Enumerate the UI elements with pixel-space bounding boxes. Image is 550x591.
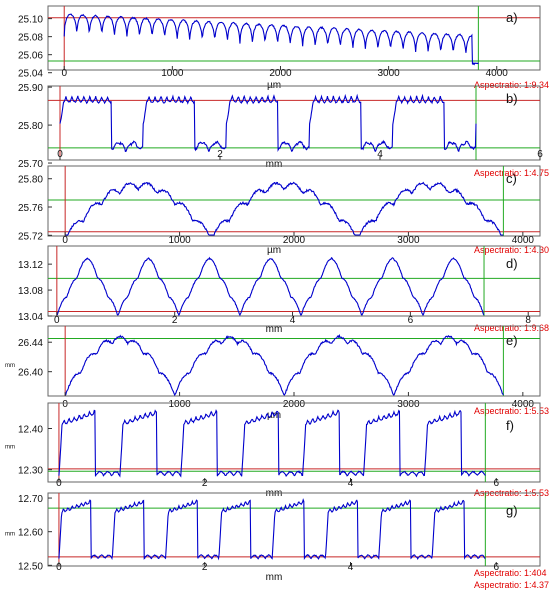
plot-frame bbox=[47, 85, 541, 161]
aspect-ratio-label: Aspectratio: 1:5.53 bbox=[474, 406, 549, 416]
y-tick-label: 12.50 bbox=[18, 561, 43, 572]
x-tick-label: 2 bbox=[217, 149, 223, 160]
panel-letter: e) bbox=[506, 333, 518, 348]
x-tick-label: 3000 bbox=[377, 68, 400, 79]
x-tick-label: 0 bbox=[54, 315, 60, 326]
x-tick-label: 0 bbox=[62, 399, 68, 410]
x-unit-label: µm bbox=[267, 245, 281, 256]
y-tick-label: 25.76 bbox=[18, 203, 43, 214]
plot-frame bbox=[47, 245, 541, 317]
plot-frame bbox=[47, 165, 541, 237]
y-tick-label: 25.90 bbox=[18, 83, 43, 94]
y-tick-label: 25.70 bbox=[18, 159, 43, 170]
x-tick-label: 3000 bbox=[397, 399, 420, 410]
x-tick-label: 4000 bbox=[512, 235, 535, 246]
x-tick-label: 0 bbox=[56, 478, 62, 489]
x-tick-label: 0 bbox=[57, 149, 63, 160]
y-tick-label: 12.70 bbox=[18, 494, 43, 505]
x-tick-label: 6 bbox=[493, 478, 499, 489]
y-tick-label: 13.12 bbox=[18, 260, 43, 271]
aspect-ratio-label: Aspectratio: 1:9.34 bbox=[474, 80, 549, 90]
panel-letter: f) bbox=[506, 418, 514, 433]
profile-trace bbox=[63, 13, 479, 66]
panel-letter: b) bbox=[506, 91, 518, 106]
x-tick-label: 0 bbox=[62, 235, 68, 246]
y-tick-label: 25.80 bbox=[18, 175, 43, 186]
x-tick-label: 2000 bbox=[269, 68, 292, 79]
y-unit-label: mm bbox=[5, 532, 15, 538]
panel-letter: g) bbox=[506, 503, 518, 518]
panel-a: 0 1000 2000 3000 400025.0425.0625.0825.10µma… bbox=[18, 5, 549, 91]
x-tick-label: 6 bbox=[408, 315, 414, 326]
profile-trace bbox=[65, 181, 504, 236]
x-tick-label: 0 bbox=[56, 562, 62, 573]
panel-d: 0 2 4 6 8 13.04 13.08 13.12 mm d) Aspectratio: 1:9… bbox=[18, 245, 549, 335]
x-tick-label: 4 bbox=[348, 562, 354, 573]
panel-letter: d) bbox=[506, 256, 518, 271]
plot-frame bbox=[47, 492, 541, 567]
x-tick-label: 6 bbox=[493, 562, 499, 573]
profile-trace bbox=[58, 498, 486, 561]
x-tick-label: 6 bbox=[537, 149, 543, 160]
y-tick-label: 25.06 bbox=[18, 51, 43, 62]
plot-frame bbox=[47, 5, 541, 71]
x-tick-label: 3000 bbox=[397, 235, 420, 246]
x-tick-label: 2 bbox=[202, 562, 208, 573]
profile-trace bbox=[58, 409, 486, 478]
x-tick-label: 2000 bbox=[283, 399, 306, 410]
y-tick-label: 25.04 bbox=[18, 69, 43, 80]
x-tick-label: 2 bbox=[172, 315, 178, 326]
y-tick-label: 25.10 bbox=[18, 15, 43, 26]
x-tick-label: 2 bbox=[202, 478, 208, 489]
aspect-ratio-label: Aspectratio: 1:4.75 bbox=[474, 168, 549, 178]
aspect-ratio-label: Aspectratio: 1:404 bbox=[474, 568, 547, 578]
panel-letter: c) bbox=[506, 171, 517, 186]
panel-e: 0 1000 2000 3000 400026.4026.44µmmme)Aspectr… bbox=[5, 325, 549, 421]
x-tick-label: 4000 bbox=[512, 399, 535, 410]
x-tick-label: 4 bbox=[290, 315, 296, 326]
y-tick-label: 12.60 bbox=[18, 528, 43, 539]
aspect-ratio-label-extra: Aspectratio: 1:4.37 bbox=[474, 580, 549, 590]
x-tick-label: 2000 bbox=[283, 235, 306, 246]
y-tick-label: 12.40 bbox=[18, 425, 43, 436]
profile-trace bbox=[64, 333, 504, 397]
panel-g: 0 2 4 6 12.50 12.60 12.70 mm mm g) Aspectratio: 1:… bbox=[5, 492, 547, 583]
y-tick-label: 26.40 bbox=[18, 368, 43, 379]
y-unit-label: mm bbox=[5, 363, 15, 369]
x-unit-label: mm bbox=[266, 572, 283, 583]
y-tick-label: 13.08 bbox=[18, 286, 43, 297]
x-unit-label: mm bbox=[266, 159, 283, 170]
x-tick-label: 4 bbox=[348, 478, 354, 489]
y-tick-label: 25.72 bbox=[18, 231, 43, 242]
panel-letter: a) bbox=[506, 10, 518, 25]
aspect-ratio-label: Aspectratio: 1:9.68 bbox=[474, 323, 549, 333]
profile-trace bbox=[56, 256, 485, 317]
x-tick-label: 1000 bbox=[168, 235, 191, 246]
y-tick-label: 13.04 bbox=[18, 312, 43, 323]
y-tick-label: 26.44 bbox=[18, 338, 43, 349]
y-tick-label: 12.30 bbox=[18, 466, 43, 477]
y-tick-label: 25.80 bbox=[18, 121, 43, 132]
x-tick-label: 1000 bbox=[168, 399, 191, 410]
aspect-ratio-label: Aspectratio: 1:4.30 bbox=[474, 245, 549, 255]
plot-frame bbox=[47, 402, 541, 483]
x-tick-label: 0 bbox=[61, 68, 67, 79]
x-tick-label: 4 bbox=[377, 149, 383, 160]
profile-trace bbox=[59, 93, 477, 153]
panel-b: 0 2 4 6 25.70 25.80 25.90 mm b) Aspectratio: 1:4.… bbox=[18, 83, 549, 178]
x-tick-label: 8 bbox=[525, 315, 531, 326]
y-unit-label: mm bbox=[5, 445, 15, 451]
x-tick-label: 1000 bbox=[161, 68, 184, 79]
x-tick-label: 4000 bbox=[486, 68, 509, 79]
panel-c: 0 1000 2000 3000 400025.7225.7625.80µmc)Aspe… bbox=[18, 165, 549, 256]
x-unit-label: mm bbox=[266, 324, 283, 335]
y-tick-label: 25.08 bbox=[18, 33, 43, 44]
